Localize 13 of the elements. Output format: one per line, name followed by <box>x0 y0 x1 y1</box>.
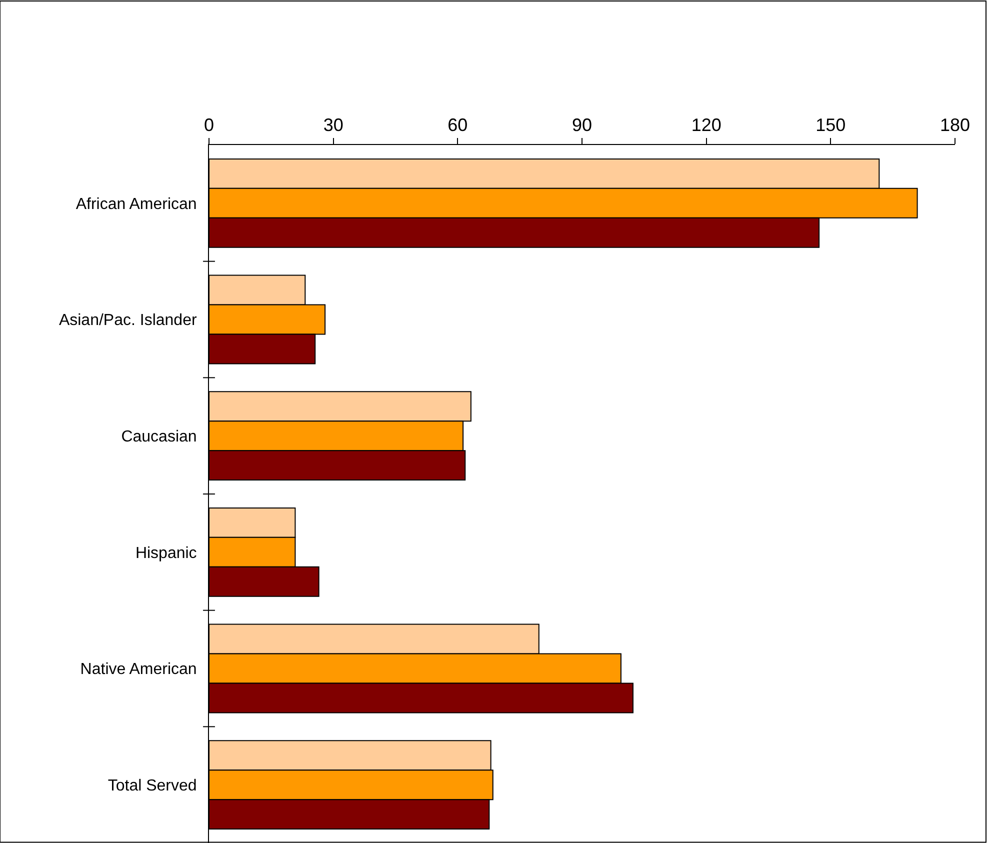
y-tick-label: Caucasian <box>121 428 197 446</box>
x-tick-label: 120 <box>691 114 722 135</box>
x-tick-label: 180 <box>940 114 970 135</box>
y-tick-label: Total Served <box>108 777 197 794</box>
x-tick-label: 60 <box>448 114 468 135</box>
x-tick-label: 90 <box>572 114 592 135</box>
x-tick-label: 0 <box>204 114 214 135</box>
y-tick-label: Asian/Pac. Islander <box>58 312 198 330</box>
y-tick-label: Hispanic <box>135 544 197 562</box>
x-tick-label: 30 <box>323 114 344 135</box>
x-tick-label: 150 <box>816 114 846 135</box>
y-tick-label: African American <box>76 196 197 213</box>
y-tick-label: Native American <box>80 661 197 678</box>
